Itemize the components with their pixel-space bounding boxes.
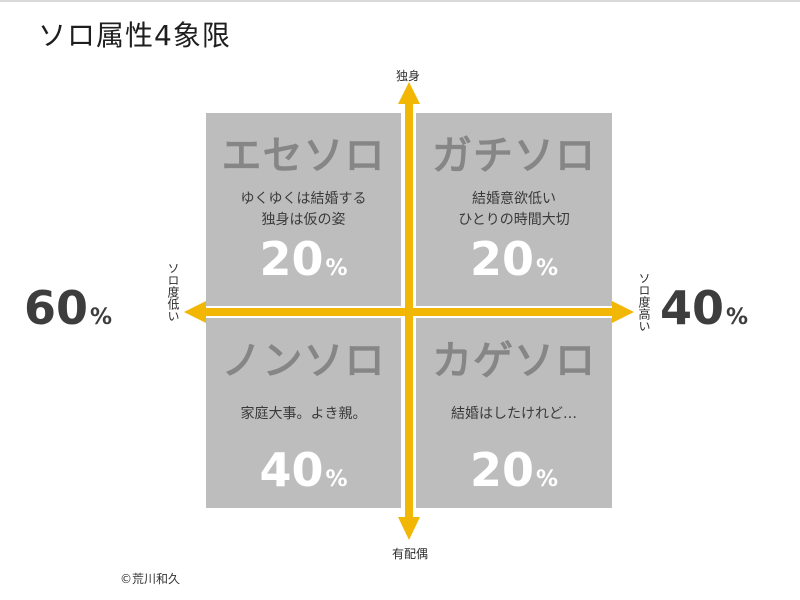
horizontal-axis-line	[200, 308, 620, 316]
axis-label-top: 独身	[395, 69, 420, 83]
percent-unit: %	[535, 256, 559, 281]
up-arrow-head	[398, 82, 420, 104]
description-line: ゆくゆくは結婚する	[240, 191, 367, 207]
quadrant-name: カゲソロ	[432, 338, 596, 384]
left-side-percent: 60%	[24, 280, 112, 346]
percent-value: 40	[660, 281, 725, 335]
percent-unit: %	[325, 256, 348, 281]
right-side-percent: 40%	[660, 280, 748, 346]
description-line: 結婚はしたけれど…	[451, 406, 577, 422]
quadrant-name: エセソロ	[221, 133, 386, 179]
quadrant-percent: 40%	[206, 442, 401, 508]
top-border-line	[0, 0, 800, 2]
percent-unit: %	[325, 467, 348, 492]
percent-unit: %	[90, 305, 113, 330]
description-line: ひとりの時間大切	[458, 212, 570, 228]
percent-value: 40	[259, 443, 324, 497]
quadrant-percent: 20%	[416, 442, 612, 508]
percent-value: 20	[469, 443, 534, 497]
quadrant-percent: 20%	[416, 231, 612, 297]
description-line: 独身は仮の姿	[261, 212, 346, 228]
quadrant-name: ノンソロ	[221, 338, 386, 384]
percent-value: 20	[469, 232, 534, 286]
quadrant-percent: 20%	[206, 231, 401, 297]
quadrant-description: ゆくゆくは結婚する 独身は仮の姿	[206, 189, 401, 231]
percent-value: 20	[259, 232, 324, 286]
credit-text: ©荒川和久	[120, 572, 181, 586]
description-line: 家庭大事。よき親。	[240, 406, 367, 422]
axis-label-right: ソロ度高い	[637, 272, 651, 332]
quadrant-name: ガチソロ	[432, 133, 596, 179]
right-arrow-head	[612, 301, 634, 323]
quadrant-description: 結婚意欲低い ひとりの時間大切	[416, 189, 612, 231]
percent-unit: %	[726, 305, 749, 330]
quadrant-description: 家庭大事。よき親。	[206, 404, 401, 425]
quadrant-description: 結婚はしたけれど…	[416, 404, 612, 425]
axis-label-bottom: 有配偶	[391, 547, 428, 561]
description-line: 結婚意欲低い	[472, 191, 556, 207]
quadrant-bottom-right: カゲソロ 結婚はしたけれど… 20%	[416, 318, 612, 508]
percent-unit: %	[535, 467, 559, 492]
diagram-title: ソロ属性4象限	[38, 19, 231, 52]
quadrant-top-left: エセソロ ゆくゆくは結婚する 独身は仮の姿 20%	[206, 113, 401, 306]
axis-label-left: ソロ度低い	[166, 262, 180, 322]
down-arrow-head	[398, 517, 420, 540]
quadrant-top-right: ガチソロ 結婚意欲低い ひとりの時間大切 20%	[416, 113, 612, 306]
percent-value: 60	[24, 281, 89, 335]
quadrant-bottom-left: ノンソロ 家庭大事。よき親。 40%	[206, 318, 401, 508]
left-arrow-head	[184, 301, 206, 323]
